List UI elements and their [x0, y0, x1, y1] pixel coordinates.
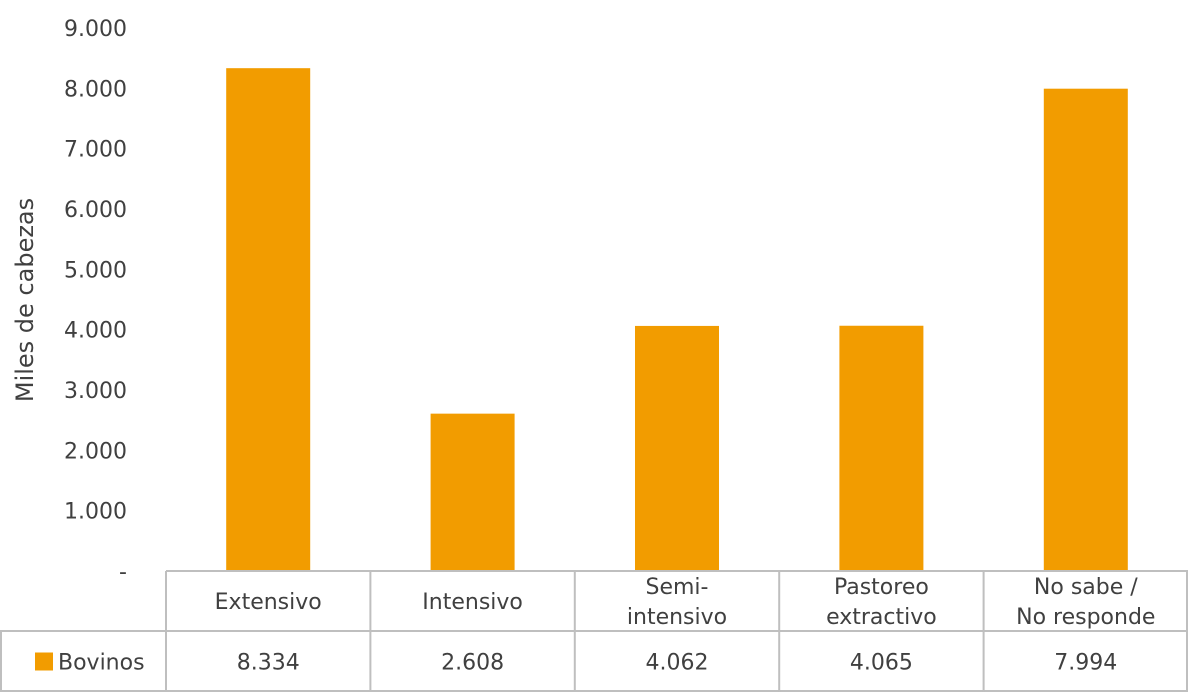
bar — [226, 68, 311, 571]
category-label: Extensivo — [215, 590, 322, 615]
y-tick-label: 1.000 — [64, 500, 127, 525]
category-label: No sabe / — [1034, 575, 1138, 600]
category-label: No responde — [1016, 605, 1155, 630]
y-tick-label: 6.000 — [64, 198, 127, 223]
y-tick-label: 3.000 — [64, 379, 127, 404]
y-tick-label: 5.000 — [64, 258, 127, 283]
bar — [635, 325, 719, 571]
data-table-value: 8.334 — [237, 651, 300, 676]
category-label: Intensivo — [422, 590, 523, 615]
legend-label: Bovinos — [58, 651, 145, 676]
y-tick-label: 7.000 — [64, 138, 127, 163]
bar — [1043, 88, 1128, 571]
legend-swatch — [35, 652, 53, 671]
category-label: extractivo — [826, 605, 937, 630]
bar — [430, 413, 515, 571]
y-tick-label: 2.000 — [64, 439, 127, 464]
y-tick-label: 9.000 — [64, 17, 127, 42]
y-tick-label: 4.000 — [64, 319, 127, 344]
y-axis-label: Miles de cabezas — [11, 198, 39, 402]
data-table-value: 7.994 — [1054, 651, 1117, 676]
data-table-value: 4.065 — [850, 651, 913, 676]
y-tick-label: - — [119, 560, 127, 585]
y-tick-label: 8.000 — [64, 77, 127, 102]
category-label: Pastoreo — [834, 575, 929, 600]
category-label: intensivo — [627, 605, 727, 630]
data-table-value: 2.608 — [441, 651, 504, 676]
data-table-value: 4.062 — [646, 651, 709, 676]
category-label: Semi- — [646, 575, 709, 600]
bar — [839, 325, 924, 571]
